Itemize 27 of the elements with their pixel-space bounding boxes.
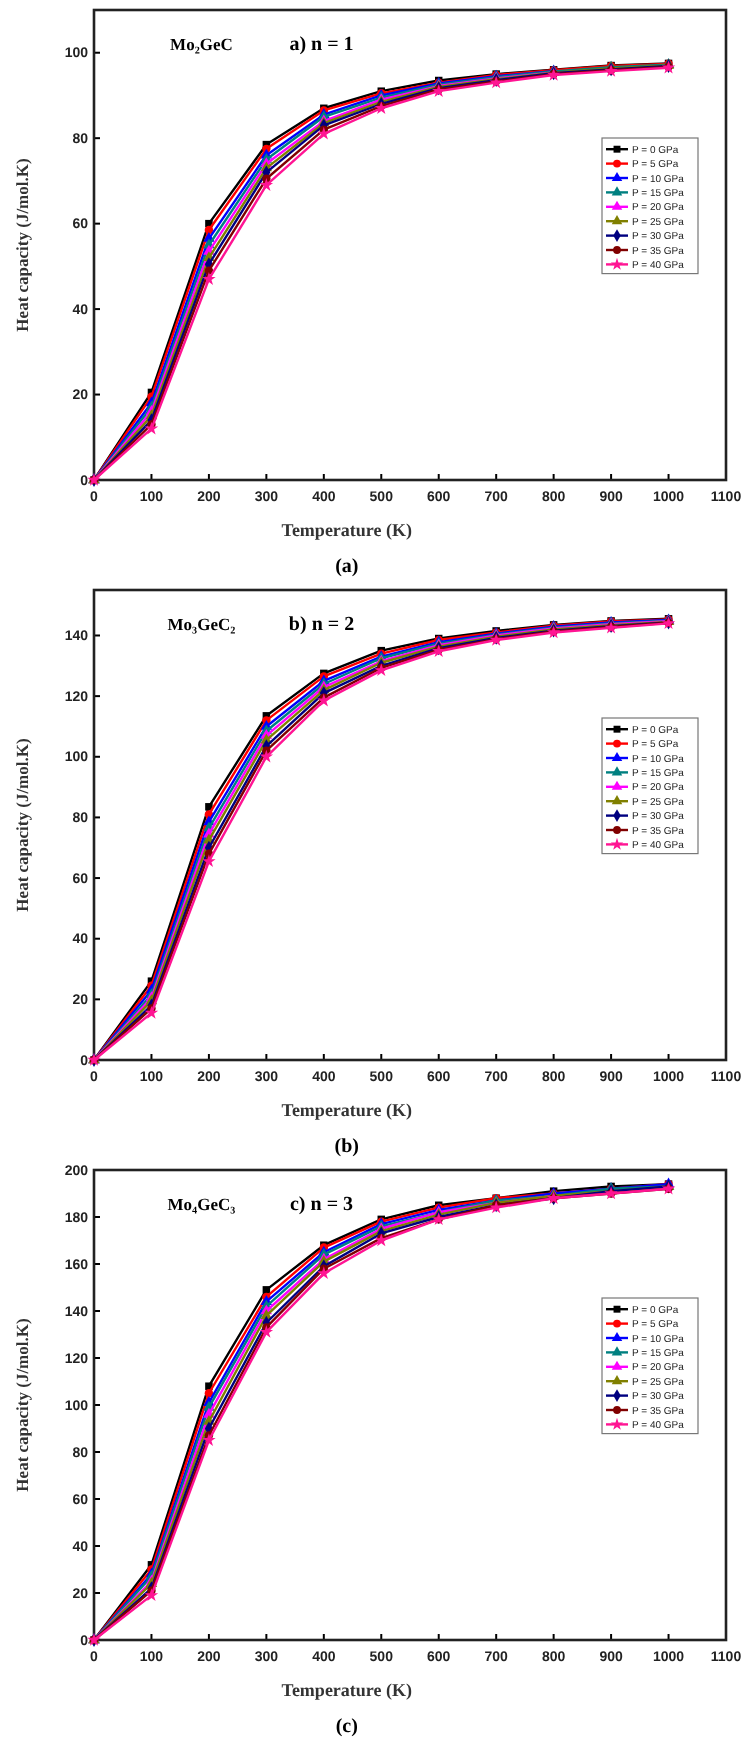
x-axis-title: Temperature (K) <box>281 1100 413 1120</box>
text: (b) <box>334 1136 360 1158</box>
text: c) n = 3 <box>289 1194 354 1216</box>
text: b) n = 2 <box>288 614 355 636</box>
point <box>317 126 331 140</box>
point <box>259 749 274 763</box>
y-axis-title: Heat capacity (J/mol.K) <box>12 158 32 332</box>
y-axis-title: Heat capacity (J/mol.K) <box>12 1318 32 1492</box>
point <box>202 272 216 285</box>
point <box>144 1588 159 1602</box>
text: (c) <box>335 1716 358 1738</box>
point <box>204 1389 214 1398</box>
text: (a) <box>335 556 359 578</box>
annotation: Mo₂GeC <box>170 34 233 54</box>
text: a) n = 1 <box>289 34 354 56</box>
point <box>317 693 331 707</box>
y-axis-title: Heat capacity (J/mol.K) <box>12 738 32 912</box>
x-axis-title: Temperature (K) <box>281 520 413 540</box>
point <box>259 1325 274 1338</box>
point <box>202 1433 216 1446</box>
point <box>144 1005 159 1019</box>
annotation: Mo₃GeC₂ <box>167 614 237 634</box>
point <box>202 854 216 868</box>
annotation: Mo₄GeC₃ <box>167 1194 237 1214</box>
point <box>259 178 274 191</box>
point <box>317 1266 331 1280</box>
x-axis-title: Temperature (K) <box>281 1680 413 1700</box>
